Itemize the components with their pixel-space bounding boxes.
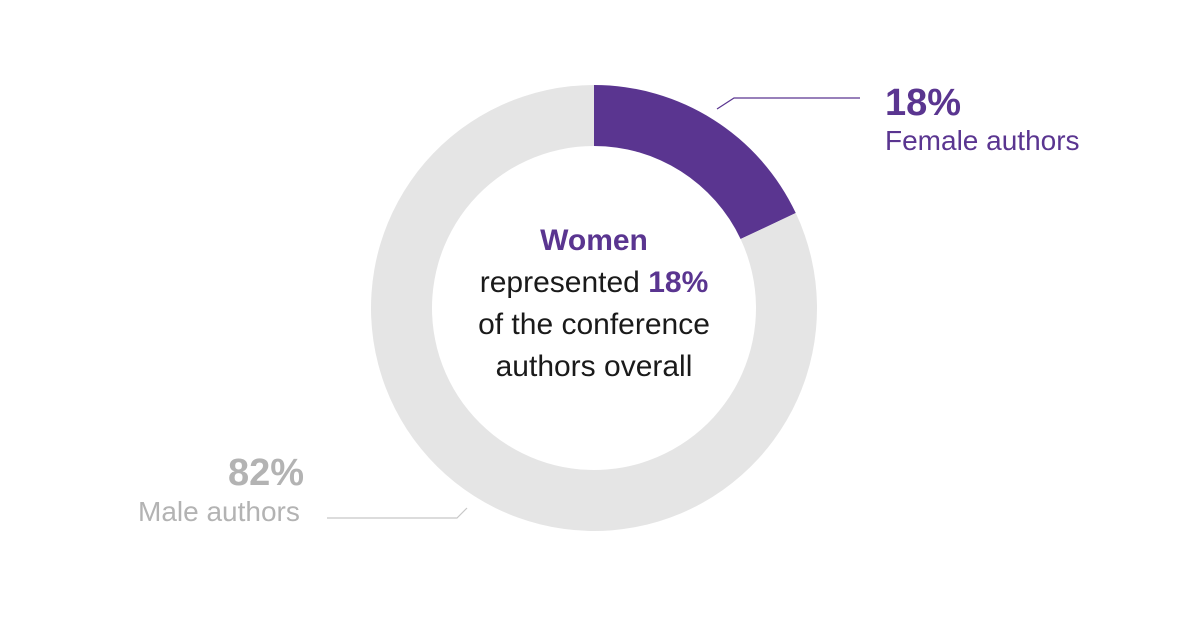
female-category-label: Female authors	[885, 125, 1080, 156]
male-percent-label: 82%	[228, 452, 305, 494]
female-leader-line	[716, 97, 860, 110]
male-category-label: Male authors	[138, 496, 300, 527]
center-caption-prefix: represented	[479, 266, 649, 299]
donut-slice-female-authors	[594, 85, 796, 240]
male-leader-line	[327, 507, 468, 519]
center-caption-line3: of the conference	[478, 308, 710, 341]
center-caption: Women represented 18% of the conference …	[444, 220, 744, 388]
center-caption-heading: Women	[540, 224, 648, 257]
center-caption-value: 18%	[648, 266, 709, 299]
center-caption-line4: authors overall	[495, 350, 693, 383]
center-caption-line2: represented 18%	[444, 262, 744, 304]
donut-slices	[371, 85, 817, 531]
female-percent-label: 18%	[885, 82, 962, 124]
